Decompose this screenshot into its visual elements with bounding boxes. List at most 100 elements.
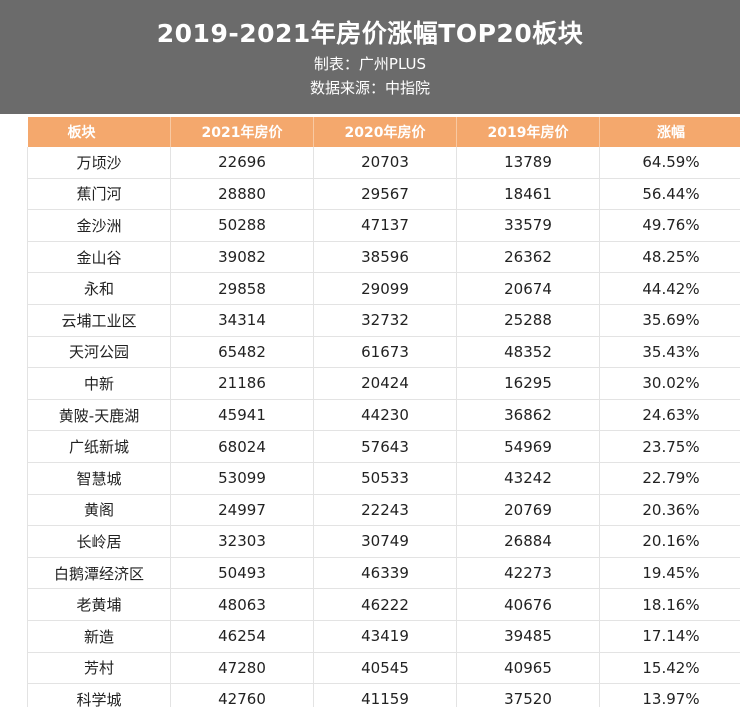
district-cell: 云埔工业区 [27, 304, 171, 337]
table-row: 长岭居 32303 30749 26884 20.16% [27, 525, 740, 558]
price-2021-cell: 29858 [170, 272, 314, 305]
district-cell: 中新 [27, 367, 171, 400]
price-2020-cell: 46222 [313, 588, 457, 621]
price-2020-cell: 32732 [313, 304, 457, 337]
increase-cell: 18.16% [599, 588, 740, 621]
price-2021-cell: 53099 [170, 462, 314, 495]
price-2019-cell: 48352 [456, 336, 600, 369]
district-cell: 万顷沙 [27, 147, 171, 179]
district-cell: 蕉门河 [27, 178, 171, 211]
table-row: 云埔工业区 34314 32732 25288 35.69% [27, 304, 740, 337]
price-2021-cell: 45941 [170, 399, 314, 432]
price-2020-cell: 50533 [313, 462, 457, 495]
price-2020-cell: 41159 [313, 683, 457, 707]
increase-cell: 35.69% [599, 304, 740, 337]
district-cell: 科学城 [27, 683, 171, 707]
district-cell: 金山谷 [27, 241, 171, 274]
price-2021-cell: 24997 [170, 494, 314, 527]
price-table-container: 板块 2021年房价 2020年房价 2019年房价 涨幅 万顷沙 22696 20… [27, 117, 740, 707]
increase-cell: 23.75% [599, 430, 740, 463]
price-2019-cell: 40965 [456, 652, 600, 685]
increase-cell: 13.97% [599, 683, 740, 707]
price-2020-cell: 20703 [313, 147, 457, 179]
increase-cell: 17.14% [599, 620, 740, 653]
price-2021-cell: 48063 [170, 588, 314, 621]
district-cell: 长岭居 [27, 525, 171, 558]
price-2020-cell: 29567 [313, 178, 457, 211]
district-cell: 智慧城 [27, 462, 171, 495]
price-2019-cell: 20769 [456, 494, 600, 527]
price-2021-cell: 28880 [170, 178, 314, 211]
price-2019-cell: 42273 [456, 557, 600, 590]
increase-cell: 15.42% [599, 652, 740, 685]
table-row: 老黄埔 48063 46222 40676 18.16% [27, 588, 740, 621]
table-header-row: 板块 2021年房价 2020年房价 2019年房价 涨幅 [27, 117, 740, 147]
price-2020-cell: 43419 [313, 620, 457, 653]
price-2020-cell: 29099 [313, 272, 457, 305]
price-2019-cell: 16295 [456, 367, 600, 400]
price-table: 板块 2021年房价 2020年房价 2019年房价 涨幅 万顷沙 22696 20… [27, 117, 740, 707]
table-row: 新造 46254 43419 39485 17.14% [27, 620, 740, 653]
table-row: 天河公园 65482 61673 48352 35.43% [27, 336, 740, 369]
district-cell: 永和 [27, 272, 171, 305]
district-cell: 广纸新城 [27, 430, 171, 463]
price-2020-cell: 44230 [313, 399, 457, 432]
table-row: 金沙洲 50288 47137 33579 49.76% [27, 209, 740, 242]
district-cell: 天河公园 [27, 336, 171, 369]
increase-cell: 24.63% [599, 399, 740, 432]
price-2019-cell: 13789 [456, 147, 600, 179]
increase-cell: 30.02% [599, 367, 740, 400]
district-cell: 老黄埔 [27, 588, 171, 621]
column-header-district: 板块 [27, 117, 171, 147]
district-cell: 白鹅潭经济区 [27, 557, 171, 590]
price-2021-cell: 68024 [170, 430, 314, 463]
table-body: 万顷沙 22696 20703 13789 64.59% 蕉门河 28880 29567 184… [27, 147, 740, 707]
increase-cell: 35.43% [599, 336, 740, 369]
table-row: 中新 21186 20424 16295 30.02% [27, 367, 740, 400]
price-2021-cell: 50493 [170, 557, 314, 590]
price-2019-cell: 37520 [456, 683, 600, 707]
table-row: 科学城 42760 41159 37520 13.97% [27, 683, 740, 707]
district-cell: 芳村 [27, 652, 171, 685]
table-row: 广纸新城 68024 57643 54969 23.75% [27, 430, 740, 463]
increase-cell: 22.79% [599, 462, 740, 495]
table-row: 黄阁 24997 22243 20769 20.36% [27, 494, 740, 527]
price-2021-cell: 22696 [170, 147, 314, 179]
increase-cell: 44.42% [599, 272, 740, 305]
table-row: 黄陂-天鹿湖 45941 44230 36862 24.63% [27, 399, 740, 432]
table-row: 智慧城 53099 50533 43242 22.79% [27, 462, 740, 495]
increase-cell: 49.76% [599, 209, 740, 242]
district-cell: 金沙洲 [27, 209, 171, 242]
price-2021-cell: 21186 [170, 367, 314, 400]
page-title: 2019-2021年房价涨幅TOP20板块 [156, 19, 584, 48]
price-2019-cell: 26362 [456, 241, 600, 274]
table-row: 芳村 47280 40545 40965 15.42% [27, 652, 740, 685]
price-2020-cell: 30749 [313, 525, 457, 558]
price-2019-cell: 26884 [456, 525, 600, 558]
price-2021-cell: 47280 [170, 652, 314, 685]
price-2019-cell: 33579 [456, 209, 600, 242]
increase-cell: 56.44% [599, 178, 740, 211]
price-2021-cell: 32303 [170, 525, 314, 558]
column-header-price-2019: 2019年房价 [456, 117, 600, 147]
price-2020-cell: 20424 [313, 367, 457, 400]
title-banner: 2019-2021年房价涨幅TOP20板块 制表：广州PLUS 数据来源：中指院 [0, 0, 740, 114]
column-header-price-2020: 2020年房价 [313, 117, 457, 147]
price-2020-cell: 22243 [313, 494, 457, 527]
price-2020-cell: 46339 [313, 557, 457, 590]
column-header-increase: 涨幅 [599, 117, 740, 147]
price-2020-cell: 61673 [313, 336, 457, 369]
increase-cell: 19.45% [599, 557, 740, 590]
price-2019-cell: 20674 [456, 272, 600, 305]
price-2020-cell: 38596 [313, 241, 457, 274]
column-header-price-2021: 2021年房价 [170, 117, 314, 147]
price-2021-cell: 42760 [170, 683, 314, 707]
price-2019-cell: 36862 [456, 399, 600, 432]
price-2019-cell: 18461 [456, 178, 600, 211]
table-row: 金山谷 39082 38596 26362 48.25% [27, 241, 740, 274]
data-source: 数据来源：中指院 [309, 79, 430, 97]
price-2019-cell: 40676 [456, 588, 600, 621]
district-cell: 黄阁 [27, 494, 171, 527]
table-row: 永和 29858 29099 20674 44.42% [27, 272, 740, 305]
